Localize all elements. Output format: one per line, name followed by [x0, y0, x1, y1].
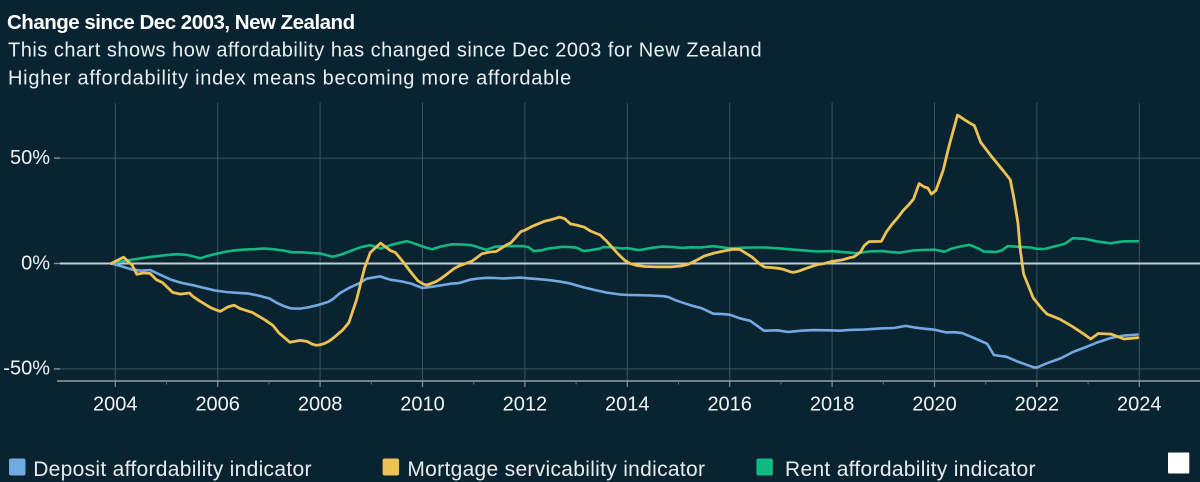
svg-text:50%: 50% [10, 147, 50, 169]
svg-text:2022: 2022 [1015, 394, 1060, 416]
svg-text:0%: 0% [21, 252, 50, 274]
svg-text:2014: 2014 [605, 394, 650, 416]
svg-text:2012: 2012 [503, 394, 548, 416]
svg-text:2006: 2006 [195, 394, 240, 416]
svg-text:-50%: -50% [3, 358, 50, 380]
svg-text:Rent affordability indicator: Rent affordability indicator [785, 458, 1036, 481]
svg-text:2024: 2024 [1117, 394, 1162, 416]
svg-text:2018: 2018 [810, 394, 855, 416]
svg-text:Mortgage servicability indicat: Mortgage servicability indicator [407, 458, 705, 481]
svg-text:2004: 2004 [93, 394, 138, 416]
svg-text:2020: 2020 [912, 394, 957, 416]
svg-text:Change since Dec 2003, New Zea: Change since Dec 2003, New Zealand [7, 11, 355, 34]
svg-text:Deposit affordability indicato: Deposit affordability indicator [33, 458, 312, 481]
svg-text:This chart shows how affordabi: This chart shows how affordability has c… [8, 40, 762, 62]
svg-text:2016: 2016 [707, 394, 752, 416]
svg-text:2008: 2008 [298, 394, 343, 416]
svg-text:Higher affordability index mea: Higher affordability index means becomin… [8, 68, 572, 90]
svg-text:2010: 2010 [400, 394, 445, 416]
